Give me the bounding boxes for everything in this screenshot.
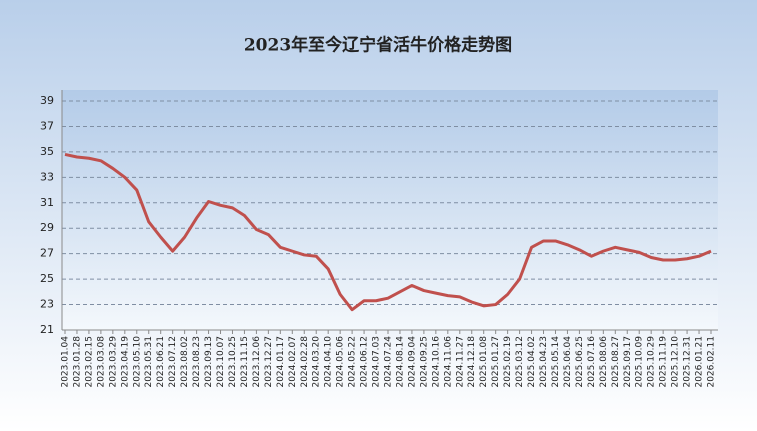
x-tick-label: 2025.06.04 (563, 336, 573, 388)
x-tick-label: 2025.01.27 (491, 336, 501, 388)
x-tick-label: 2024.10.16 (431, 336, 441, 388)
x-tick-label: 2023.12.06 (252, 336, 262, 388)
x-tick-label: 2024.05.22 (348, 336, 358, 388)
x-tick-label: 2026.01.21 (695, 336, 705, 388)
x-tick-label: 2023.04.19 (120, 336, 130, 388)
x-tick-label: 2025.12.31 (683, 336, 693, 388)
x-tick-label: 2025.07.16 (587, 336, 597, 388)
y-tick-label: 33 (40, 170, 54, 183)
x-tick-label: 2024.05.06 (336, 336, 346, 388)
x-tick-label: 2024.03.20 (312, 336, 322, 388)
x-tick-label: 2023.10.25 (228, 336, 238, 388)
x-tick-label: 2023.09.13 (204, 336, 214, 388)
x-tick-label: 2023.08.02 (180, 336, 190, 388)
x-tick-label: 2025.01.08 (479, 336, 489, 388)
y-tick-label: 31 (40, 196, 54, 209)
x-tick-label: 2024.02.07 (288, 336, 298, 388)
x-tick-label: 2025.03.12 (515, 336, 525, 388)
y-tick-label: 35 (40, 145, 54, 158)
x-tick-label: 2024.08.14 (395, 336, 405, 388)
y-tick-label: 39 (40, 94, 54, 107)
x-tick-label: 2023.03.08 (96, 336, 106, 388)
price-line (64, 152, 712, 312)
x-tick-label: 2024.12.18 (467, 336, 477, 388)
x-tick-label: 2023.08.23 (192, 336, 202, 388)
y-tick-label: 23 (40, 298, 54, 311)
x-tick-label: 2023.07.12 (168, 336, 178, 388)
x-tick-label: 2025.05.14 (551, 336, 561, 388)
x-tick-label: 2025.12.10 (671, 336, 681, 388)
x-tick-label: 2023.11.15 (240, 336, 250, 388)
y-tick-label: 29 (40, 221, 54, 234)
x-tick-label: 2024.11.27 (455, 336, 465, 388)
x-tick-label: 2025.11.19 (659, 336, 669, 388)
y-tick-label: 27 (40, 247, 54, 260)
x-tick-label: 2023.06.21 (156, 336, 166, 388)
plot-area (62, 90, 718, 330)
x-tick-label: 2024.07.24 (384, 336, 394, 388)
x-tick-label: 2023.10.07 (216, 336, 226, 388)
x-tick-label: 2025.08.06 (599, 336, 609, 388)
x-tick-label: 2024.11.06 (443, 336, 453, 388)
x-tick-label: 2025.08.27 (611, 336, 621, 388)
x-tick-label: 2023.02.15 (84, 336, 94, 388)
x-tick-label: 2024.01.17 (276, 336, 286, 388)
x-tick-label: 2023.01.04 (61, 336, 71, 388)
x-tick-label: 2025.04.02 (527, 336, 537, 388)
x-tick-label: 2025.02.19 (503, 336, 513, 388)
x-tick-label: 2025.09.17 (623, 336, 633, 388)
y-tick-label: 37 (40, 119, 54, 132)
x-tick-label: 2024.09.04 (407, 336, 417, 388)
x-tick-label: 2023.05.10 (132, 336, 142, 388)
x-tick-label: 2025.10.09 (635, 336, 645, 388)
x-tick-label: 2025.04.23 (539, 336, 549, 388)
x-tick-label: 2024.09.25 (419, 336, 429, 388)
y-tick-label: 25 (40, 272, 54, 285)
chart-title: 2023年至今辽宁省活牛价格走势图 (244, 35, 512, 56)
x-tick-label: 2025.06.25 (575, 336, 585, 388)
x-tick-label: 2024.04.10 (324, 336, 334, 388)
y-tick-label: 21 (40, 323, 54, 336)
x-tick-label: 2023.12.27 (264, 336, 274, 388)
x-tick-label: 2023.05.31 (144, 336, 154, 388)
x-tick-label: 2024.07.03 (372, 336, 382, 388)
x-tick-label: 2023.03.29 (108, 336, 118, 388)
x-tick-label: 2025.10.29 (647, 336, 657, 388)
x-tick-label: 2024.02.28 (300, 336, 310, 388)
x-tick-label: 2024.06.12 (360, 336, 370, 388)
x-tick-label: 2026.02.11 (707, 336, 717, 388)
x-tick-label: 2023.01.28 (72, 336, 82, 388)
